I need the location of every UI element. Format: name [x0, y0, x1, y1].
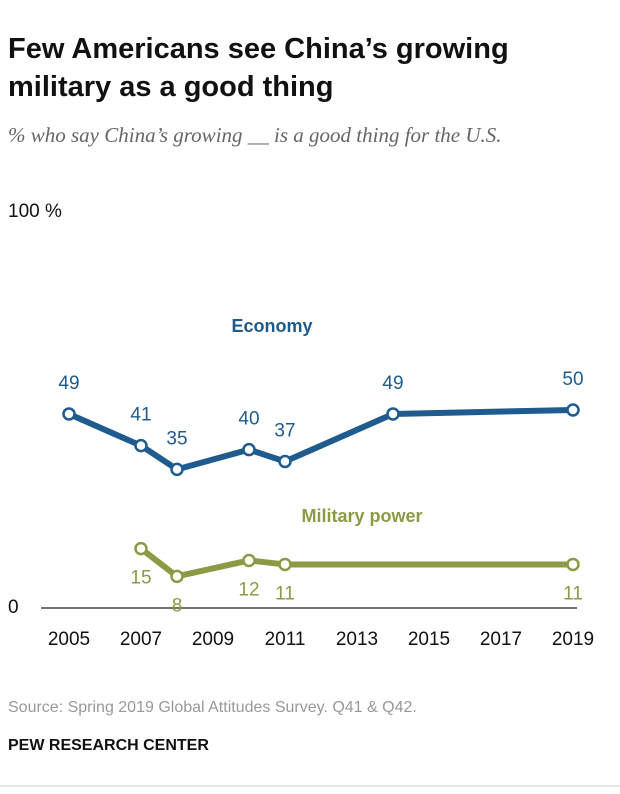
- data-label: 11: [275, 583, 295, 604]
- data-label: 8: [172, 595, 183, 616]
- y-tick-label: 100 %: [8, 201, 62, 222]
- marker: [134, 541, 148, 556]
- marker: [386, 407, 400, 421]
- series-label: Economy: [231, 316, 312, 336]
- x-tick-label: 2007: [120, 629, 162, 650]
- x-tick-label: 2017: [480, 629, 522, 650]
- source: Source: Spring 2019 Global Attitudes Sur…: [8, 699, 417, 716]
- x-tick-label: 2015: [408, 629, 450, 650]
- marker: [566, 403, 580, 417]
- data-label: 35: [166, 428, 187, 449]
- x-tick-label: 2005: [48, 629, 90, 650]
- data-label: 12: [238, 579, 259, 600]
- x-tick-label: 2011: [265, 629, 306, 650]
- data-label: 49: [58, 373, 79, 394]
- marker: [170, 569, 184, 584]
- x-tick-label: 2009: [192, 629, 234, 650]
- chart-title: Few Americans see China’s growing milita…: [8, 33, 509, 103]
- marker: [242, 442, 256, 457]
- data-label: 49: [382, 373, 403, 394]
- marker: [62, 407, 76, 421]
- marker: [134, 438, 148, 453]
- credit: PEW RESEARCH CENTER: [8, 737, 209, 754]
- series-line: [139, 546, 573, 580]
- y-tick-label: 0: [8, 597, 19, 618]
- x-tick-label: 2019: [552, 629, 594, 650]
- marker: [242, 553, 256, 568]
- data-label: 50: [562, 369, 583, 390]
- marker: [170, 462, 184, 477]
- x-tick-label: 2013: [336, 629, 378, 650]
- series-label: Military power: [301, 506, 422, 526]
- data-label: 41: [130, 405, 151, 426]
- marker: [566, 557, 580, 572]
- data-label: 40: [238, 409, 259, 430]
- data-label: 15: [130, 568, 151, 589]
- marker: [278, 454, 292, 469]
- data-label: 37: [274, 420, 295, 441]
- data-label: 11: [563, 583, 583, 604]
- chart-subtitle: % who say China’s growing __ is a good t…: [8, 123, 502, 147]
- marker: [278, 557, 292, 572]
